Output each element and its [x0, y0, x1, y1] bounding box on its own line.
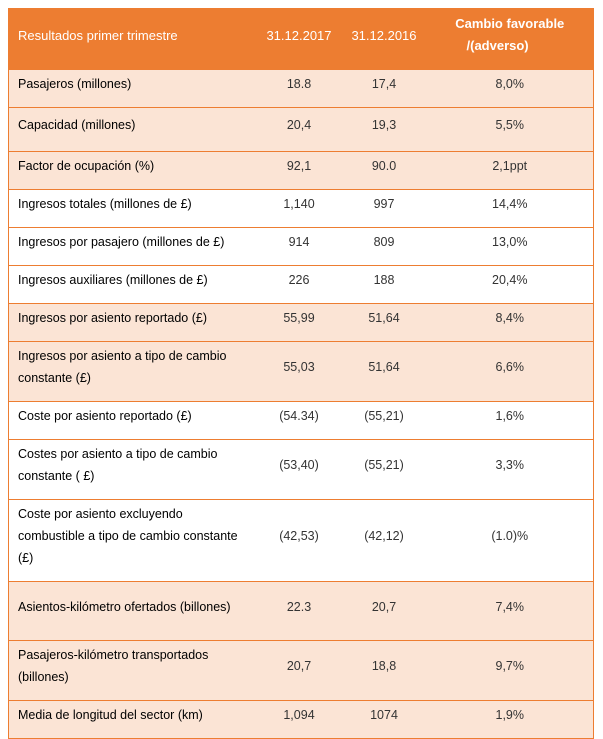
value-2017: 55,99 [256, 303, 342, 342]
table-row: Coste por asiento reportado (£) (54.34) (5… [8, 401, 594, 440]
value-2016: 997 [341, 189, 427, 228]
row-label: Capacidad (millones) [8, 107, 257, 152]
value-2016: 188 [341, 265, 427, 304]
value-2017: 226 [256, 265, 342, 304]
table-row: Media de longitud del sector (km) 1,094 10… [8, 700, 594, 739]
value-change: (1.0)% [426, 499, 594, 582]
value-2016: 90.0 [341, 151, 427, 190]
table-row: Pasajeros (millones) 18.8 17,4 8,0% [8, 69, 594, 108]
table-header-row: Resultados primer trimestre 31.12.2017 3… [8, 8, 594, 70]
header-2016: 31.12.2016 [341, 8, 427, 70]
header-label: Resultados primer trimestre [8, 8, 257, 70]
table-row: Ingresos totales (millones de £) 1,140 997… [8, 189, 594, 228]
table-row: Factor de ocupación (%) 92,1 90.0 2,1ppt [8, 151, 594, 190]
value-change: 3,3% [426, 439, 594, 500]
table-row: Pasajeros-kilómetro transportados (billo… [8, 640, 594, 701]
value-2017: 18.8 [256, 69, 342, 108]
row-label: Asientos-kilómetro ofertados (billones) [8, 581, 257, 641]
value-2017: 20,4 [256, 107, 342, 152]
value-2016: 18,8 [341, 640, 427, 701]
value-change: 13,0% [426, 227, 594, 266]
row-label: Factor de ocupación (%) [8, 151, 257, 190]
table-row: Ingresos por pasajero (millones de £) 914… [8, 227, 594, 266]
value-change: 20,4% [426, 265, 594, 304]
table-row: Ingresos auxiliares (millones de £) 226 18… [8, 265, 594, 304]
value-2016: 809 [341, 227, 427, 266]
value-change: 8,4% [426, 303, 594, 342]
row-label: Pasajeros (millones) [8, 69, 257, 108]
value-2016: (55,21) [341, 439, 427, 500]
table-row: Capacidad (millones) 20,4 19,3 5,5% [8, 107, 594, 152]
value-2016: 20,7 [341, 581, 427, 641]
value-2017: (53,40) [256, 439, 342, 500]
table-row: Coste por asiento excluyendo combustible… [8, 499, 594, 582]
header-change-line1: Cambio favorable [455, 16, 565, 31]
value-2016: 19,3 [341, 107, 427, 152]
value-2016: 1074 [341, 700, 427, 739]
results-table: Resultados primer trimestre 31.12.2017 3… [8, 8, 594, 739]
value-2016: 17,4 [341, 69, 427, 108]
row-label: Pasajeros-kilómetro transportados (billo… [8, 640, 257, 701]
value-2017: (54.34) [256, 401, 342, 440]
table-row: Costes por asiento a tipo de cambio cons… [8, 439, 594, 500]
value-2016: 51,64 [341, 303, 427, 342]
table-row: Asientos-kilómetro ofertados (billones) 2… [8, 581, 594, 641]
row-label: Coste por asiento excluyendo combustible… [8, 499, 257, 582]
row-label: Ingresos por pasajero (millones de £) [8, 227, 257, 266]
value-change: 2,1ppt [426, 151, 594, 190]
value-2017: 914 [256, 227, 342, 266]
value-2017: 92,1 [256, 151, 342, 190]
value-2017: (42,53) [256, 499, 342, 582]
header-2017: 31.12.2017 [256, 8, 342, 70]
value-2017: 1,140 [256, 189, 342, 228]
row-label: Costes por asiento a tipo de cambio cons… [8, 439, 257, 500]
header-change-line2: /(adverso) [466, 38, 529, 53]
row-label: Media de longitud del sector (km) [8, 700, 257, 739]
row-label: Ingresos por asiento reportado (£) [8, 303, 257, 342]
row-label: Coste por asiento reportado (£) [8, 401, 257, 440]
value-2017: 22.3 [256, 581, 342, 641]
row-label: Ingresos auxiliares (millones de £) [8, 265, 257, 304]
value-2017: 1,094 [256, 700, 342, 739]
value-2016: (42,12) [341, 499, 427, 582]
value-change: 1,6% [426, 401, 594, 440]
value-change: 1,9% [426, 700, 594, 739]
value-2017: 55,03 [256, 341, 342, 402]
value-change: 9,7% [426, 640, 594, 701]
value-change: 7,4% [426, 581, 594, 641]
value-change: 6,6% [426, 341, 594, 402]
row-label: Ingresos por asiento a tipo de cambio co… [8, 341, 257, 402]
value-change: 8,0% [426, 69, 594, 108]
value-2016: 51,64 [341, 341, 427, 402]
value-change: 14,4% [426, 189, 594, 228]
value-change: 5,5% [426, 107, 594, 152]
table-row: Ingresos por asiento a tipo de cambio co… [8, 341, 594, 402]
row-label: Ingresos totales (millones de £) [8, 189, 257, 228]
value-2016: (55,21) [341, 401, 427, 440]
header-change: Cambio favorable /(adverso) [426, 8, 594, 70]
table-row: Ingresos por asiento reportado (£) 55,99 5… [8, 303, 594, 342]
value-2017: 20,7 [256, 640, 342, 701]
